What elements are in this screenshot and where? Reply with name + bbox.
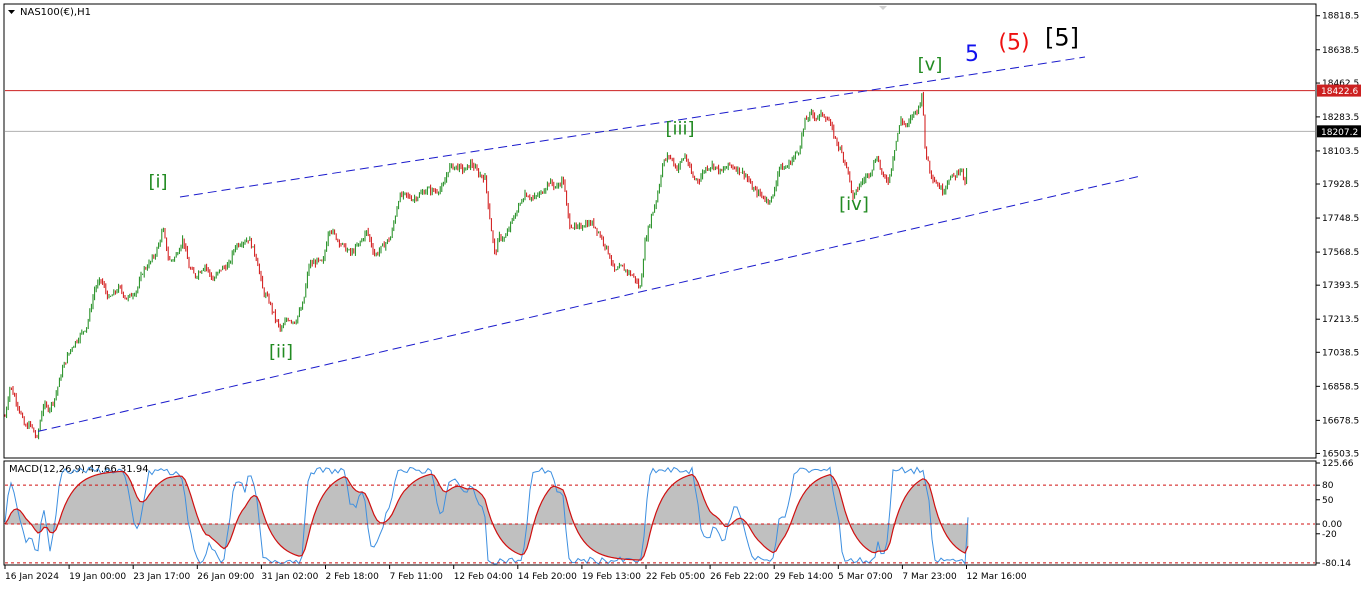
price-tick-label: 16678.5 <box>1322 416 1359 426</box>
wave-label[interactable]: [iv] <box>839 194 869 215</box>
macd-tick-label: -20 <box>1322 530 1337 540</box>
time-tick-label: 19 Jan 00:00 <box>69 572 126 582</box>
time-axis: 16 Jan 2024 19 Jan 00:00 23 Jan 17:00 26 Ja… <box>4 565 1027 582</box>
wave-label[interactable]: [5] <box>1045 24 1079 52</box>
wave-label[interactable]: [ii] <box>269 342 293 363</box>
price-tick-label: 17928.5 <box>1322 180 1359 190</box>
time-tick-label: 23 Jan 17:00 <box>133 572 190 582</box>
time-tick-label: 26 Jan 09:00 <box>197 572 254 582</box>
macd-tick-label: 0.00 <box>1322 520 1342 530</box>
resistance-price-box <box>1317 84 1361 97</box>
price-tick-label: 18462.5 <box>1322 79 1359 89</box>
wave-label[interactable]: (5) <box>998 30 1029 55</box>
price-tick-label: 17748.5 <box>1322 214 1359 224</box>
channel-upper-line[interactable] <box>179 56 1086 198</box>
time-tick-label: 2 Feb 18:00 <box>326 572 380 582</box>
price-tick-label: 16858.5 <box>1322 382 1359 392</box>
price-axis: 18818.5 18638.5 18462.5 18283.5 18103.5 17928… <box>1316 12 1361 569</box>
wave-labels-layer: [i] [ii] [iii] [iv] [v] 5 (5) [5] <box>148 24 1079 363</box>
time-tick-label: 31 Jan 02:00 <box>261 572 318 582</box>
macd-layer <box>4 466 1315 566</box>
wave-label[interactable]: 5 <box>965 42 979 67</box>
price-pane-frame <box>3 3 1317 459</box>
grid-layer <box>5 90 1315 132</box>
macd-tick-label: 50 <box>1322 496 1334 506</box>
wave-label[interactable]: [v] <box>918 54 943 75</box>
price-tick-label: 17038.5 <box>1322 348 1359 358</box>
macd-line <box>4 466 969 566</box>
time-tick-label: 16 Jan 2024 <box>5 572 59 582</box>
time-tick-label: 19 Feb 13:00 <box>582 572 641 582</box>
price-tick-label: 16503.5 <box>1322 449 1359 459</box>
time-tick-label: 5 Mar 07:00 <box>838 572 893 582</box>
current-price-box <box>1317 125 1361 138</box>
time-tick-label: 29 Feb 14:00 <box>774 572 833 582</box>
price-tick-label: 18103.5 <box>1322 147 1359 157</box>
price-tick-label: 18283.5 <box>1322 113 1359 123</box>
macd-tick-label: 125.66 <box>1322 459 1354 469</box>
time-tick-label: 22 Feb 05:00 <box>646 572 705 582</box>
price-tick-label: 18638.5 <box>1322 46 1359 56</box>
price-tick-label: 17568.5 <box>1322 248 1359 258</box>
candles-layer <box>4 91 968 440</box>
time-tick-label: 12 Feb 04:00 <box>454 572 513 582</box>
scroll-shift-marker[interactable] <box>879 6 887 10</box>
macd-tick-label: -80.14 <box>1322 559 1351 569</box>
macd-pane-frame <box>3 460 1317 566</box>
time-tick-label: 7 Mar 23:00 <box>902 572 957 582</box>
symbol-label: NAS100(€),H1 <box>20 7 91 18</box>
channel-lower-line[interactable] <box>37 175 1141 432</box>
wave-label[interactable]: [iii] <box>665 119 694 140</box>
price-tick-label: 17393.5 <box>1322 281 1359 291</box>
symbol-dropdown-icon[interactable] <box>8 10 15 14</box>
price-tick-label: 18818.5 <box>1322 12 1359 22</box>
time-tick-label: 26 Feb 22:00 <box>710 572 769 582</box>
resistance-price-label: 18422.6 <box>1321 87 1358 97</box>
macd-tick-label: 80 <box>1322 481 1334 491</box>
time-tick-label: 12 Mar 16:00 <box>967 572 1027 582</box>
signal-line <box>4 470 969 561</box>
price-tick-label: 17213.5 <box>1322 315 1359 325</box>
time-tick-label: 14 Feb 20:00 <box>518 572 577 582</box>
channel-layer <box>37 56 1141 432</box>
time-tick-label: 7 Feb 11:00 <box>390 572 444 582</box>
current-price-label: 18207.2 <box>1321 128 1358 138</box>
wave-label[interactable]: [i] <box>148 172 167 193</box>
